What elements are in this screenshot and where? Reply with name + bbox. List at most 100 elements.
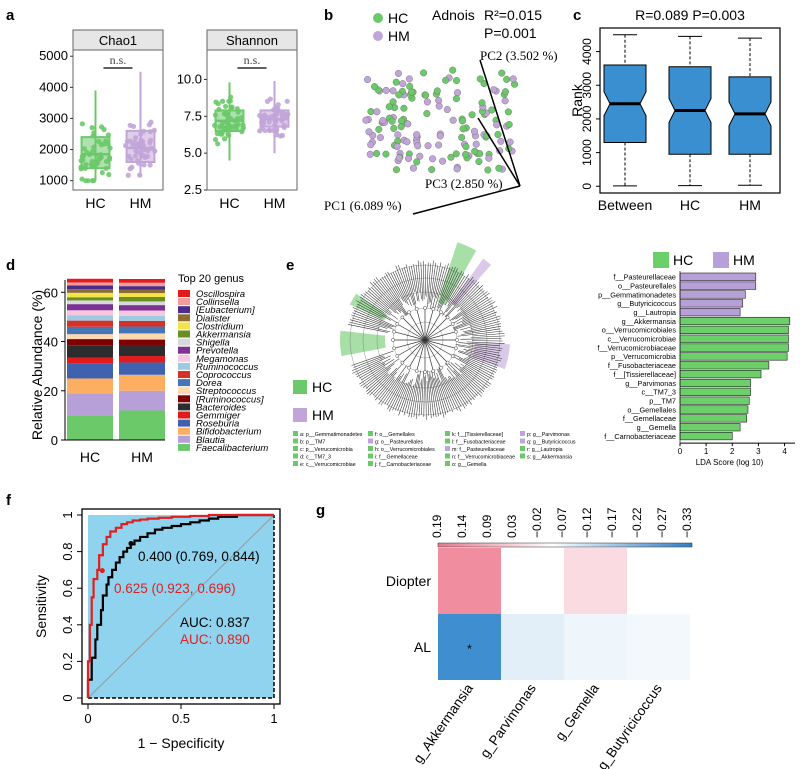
tree-branch: [426, 262, 429, 298]
key-swatch: [445, 431, 450, 436]
stack-segment: [67, 334, 113, 340]
jitter-point: [103, 165, 109, 171]
stack-segment: [67, 297, 113, 301]
significance-marker: *: [467, 642, 472, 656]
sample-point: [435, 102, 443, 110]
tree-branch: [461, 373, 483, 394]
legend-swatch: [178, 435, 190, 443]
key-swatch: [293, 431, 298, 436]
legend-swatch: [178, 419, 190, 427]
sample-point: [429, 155, 437, 163]
sample-point: [404, 120, 412, 128]
heatmap-cell: [438, 548, 501, 614]
jitter-point: [103, 158, 110, 165]
panel-label-c: c: [573, 7, 581, 24]
stack-segment: [67, 310, 113, 316]
tree-branch: [433, 369, 447, 415]
tree-branch: [460, 338, 502, 340]
tree-node: [454, 329, 458, 334]
tree-branch: [460, 290, 485, 311]
tree-branch: [424, 339, 448, 363]
sample-point: [436, 132, 444, 140]
key-entry: i: f__Gemellaceae: [375, 455, 418, 461]
stack-segment: [67, 278, 113, 283]
jitter-point: [127, 122, 133, 128]
tree-branch: [351, 314, 394, 330]
stack-segment: [67, 315, 113, 321]
jitter-point: [235, 121, 241, 127]
lda-bar: [679, 431, 733, 441]
colorbar-tick-label: −0.07: [555, 507, 569, 538]
lda-bar-label: f__Pasteurellaceae: [614, 273, 676, 282]
tree-branch: [372, 362, 405, 396]
lda-bar-label: p__TM7: [649, 396, 676, 405]
tree-branch: [453, 354, 495, 375]
stack-segment: [67, 339, 113, 346]
jitter-point: [146, 122, 152, 128]
sample-point: [385, 103, 393, 111]
key-entry: r: g__Lautropia: [527, 447, 563, 453]
tree-branch: [424, 339, 457, 349]
tree-branch: [450, 362, 485, 392]
legend-entry: Bifidobacterium: [196, 427, 262, 438]
sample-point: [375, 125, 383, 133]
lda-bar: [679, 423, 741, 432]
sample-point: [458, 117, 466, 125]
tree-branch: [397, 264, 410, 298]
tree-branch: [457, 330, 503, 337]
tree-branch: [353, 310, 394, 328]
tree-node: [439, 310, 443, 315]
sample-point: [392, 78, 400, 86]
colorbar-tick-label: −0.17: [605, 507, 619, 538]
legend-hm-label: HM: [312, 407, 334, 423]
tree-branch: [392, 271, 409, 306]
auc-label-red: AUC: 0.890: [180, 632, 250, 647]
sample-point: [382, 86, 390, 94]
legend-swatch: [178, 298, 190, 306]
jitter-point: [213, 99, 219, 105]
tree-branch: [356, 300, 391, 321]
key-entry: k: f__[Tissierellaceae]: [452, 432, 504, 438]
tree-branch: [464, 325, 502, 334]
jitter-point: [219, 123, 225, 129]
legend-swatch: [178, 443, 190, 451]
sample-point: [453, 77, 461, 85]
stack-segment: [67, 292, 113, 298]
tree-branch: [367, 373, 389, 395]
jitter-point: [91, 130, 97, 136]
tree-branch: [366, 372, 388, 392]
tree-branch: [392, 383, 406, 411]
legend-swatch: [178, 411, 190, 419]
tree-branch: [444, 280, 478, 318]
tree-branch: [460, 285, 484, 307]
sample-point: [449, 66, 457, 74]
tree-branch: [420, 262, 424, 302]
sample-point: [490, 86, 498, 94]
sample-point: [414, 142, 422, 150]
column-label: g_Butyricicoccus: [595, 681, 666, 769]
sample-point: [475, 158, 483, 166]
tree-branch: [408, 374, 418, 418]
jitter-point: [105, 132, 111, 138]
y-tick-label: 7.5: [184, 108, 202, 123]
key-entry: p: g__Parvimonas: [527, 432, 570, 438]
tree-branch: [433, 262, 442, 297]
row-label: AL: [414, 639, 431, 655]
tree-branch: [455, 296, 489, 320]
sample-point: [403, 138, 411, 146]
tree-branch: [440, 380, 454, 413]
lda-bar-label: c__TM7_3: [642, 388, 676, 397]
tree-branch: [359, 366, 385, 385]
jitter-point: [284, 98, 290, 104]
row-label: Diopter: [386, 573, 431, 589]
legend-entry: Bacteroides: [196, 402, 246, 413]
tree-branch: [397, 339, 426, 357]
column-label: g_Parvimonas: [477, 681, 539, 760]
y-tick-label: 1000: [39, 173, 68, 188]
x-tick-label: 0: [84, 711, 91, 726]
sample-point: [509, 75, 517, 83]
tree-branch: [369, 281, 397, 311]
key-swatch: [445, 461, 450, 466]
x-tick-label: HC: [219, 195, 239, 211]
lda-bar: [679, 316, 791, 326]
